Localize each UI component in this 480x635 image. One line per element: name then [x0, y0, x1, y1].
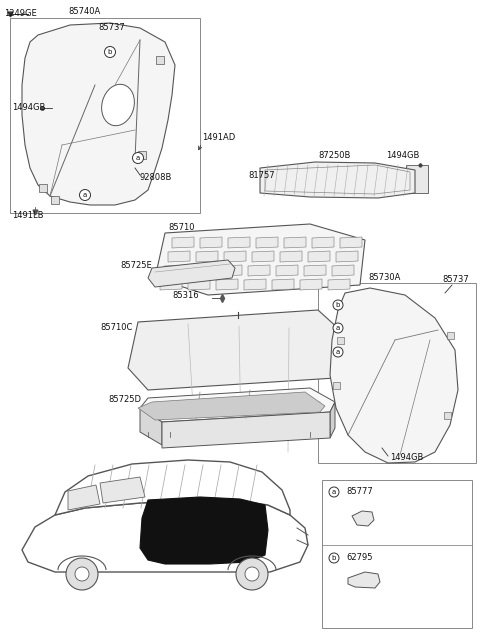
- Polygon shape: [216, 279, 238, 290]
- Text: 92808B: 92808B: [140, 173, 172, 182]
- Text: 85725E: 85725E: [120, 260, 152, 269]
- Text: 62795: 62795: [346, 554, 372, 563]
- Bar: [39, 184, 47, 192]
- Polygon shape: [188, 279, 210, 290]
- Polygon shape: [22, 500, 308, 572]
- Circle shape: [333, 347, 343, 357]
- Polygon shape: [148, 260, 235, 287]
- Text: a: a: [83, 192, 87, 198]
- Polygon shape: [280, 251, 302, 262]
- Circle shape: [329, 553, 339, 563]
- Bar: [444, 412, 451, 419]
- Circle shape: [329, 487, 339, 497]
- Polygon shape: [300, 279, 322, 290]
- Polygon shape: [164, 265, 186, 276]
- Polygon shape: [312, 237, 334, 248]
- Text: 87250B: 87250B: [318, 150, 350, 159]
- Polygon shape: [68, 485, 100, 510]
- Polygon shape: [160, 279, 182, 290]
- Polygon shape: [22, 23, 175, 205]
- Circle shape: [132, 152, 144, 163]
- Bar: [447, 332, 454, 339]
- Polygon shape: [328, 279, 350, 290]
- Polygon shape: [272, 279, 294, 290]
- Text: a: a: [336, 325, 340, 331]
- Polygon shape: [200, 237, 222, 248]
- Polygon shape: [256, 237, 278, 248]
- Bar: [51, 196, 59, 204]
- Polygon shape: [140, 408, 162, 445]
- Polygon shape: [308, 251, 330, 262]
- Polygon shape: [100, 477, 145, 503]
- Polygon shape: [348, 572, 380, 588]
- Polygon shape: [140, 497, 268, 564]
- Polygon shape: [352, 511, 374, 526]
- Polygon shape: [138, 392, 325, 420]
- Circle shape: [105, 46, 116, 58]
- Text: 85710: 85710: [168, 224, 194, 232]
- Text: 85777: 85777: [346, 488, 373, 497]
- Polygon shape: [330, 402, 335, 438]
- Text: 85730A: 85730A: [368, 272, 400, 281]
- Bar: [322, 480, 472, 628]
- Circle shape: [66, 558, 98, 590]
- Text: b: b: [108, 49, 112, 55]
- Polygon shape: [172, 237, 194, 248]
- Circle shape: [236, 558, 268, 590]
- Polygon shape: [220, 265, 242, 276]
- Text: 85710C: 85710C: [100, 323, 132, 333]
- Polygon shape: [224, 251, 246, 262]
- Polygon shape: [155, 224, 365, 295]
- Polygon shape: [332, 265, 354, 276]
- Ellipse shape: [102, 84, 134, 126]
- Text: a: a: [336, 349, 340, 355]
- Text: 1494GB: 1494GB: [12, 104, 46, 112]
- Bar: [138, 151, 146, 159]
- Polygon shape: [192, 265, 214, 276]
- Polygon shape: [276, 265, 298, 276]
- Polygon shape: [260, 162, 415, 198]
- Circle shape: [333, 300, 343, 310]
- Text: a: a: [332, 489, 336, 495]
- Polygon shape: [55, 460, 290, 515]
- Polygon shape: [244, 279, 266, 290]
- Polygon shape: [128, 310, 340, 390]
- Polygon shape: [284, 237, 306, 248]
- Text: 1494GB: 1494GB: [386, 150, 420, 159]
- Circle shape: [80, 189, 91, 201]
- Text: 1494GB: 1494GB: [390, 453, 423, 462]
- Bar: [333, 382, 340, 389]
- Bar: [10, 18, 200, 213]
- Bar: [156, 56, 164, 64]
- Polygon shape: [140, 388, 335, 422]
- Polygon shape: [304, 265, 326, 276]
- Polygon shape: [330, 288, 458, 463]
- Text: 81757: 81757: [248, 171, 275, 180]
- Text: b: b: [336, 302, 340, 308]
- Text: 1249GE: 1249GE: [4, 10, 37, 18]
- Text: 85737: 85737: [442, 276, 469, 284]
- Polygon shape: [336, 251, 358, 262]
- Polygon shape: [162, 412, 330, 448]
- Polygon shape: [168, 251, 190, 262]
- Polygon shape: [248, 265, 270, 276]
- Polygon shape: [196, 251, 218, 262]
- Circle shape: [245, 567, 259, 581]
- Text: 1491AD: 1491AD: [202, 133, 235, 142]
- Bar: [318, 283, 476, 463]
- Bar: [337, 337, 344, 344]
- Bar: [406, 165, 428, 193]
- Text: 85316: 85316: [172, 290, 199, 300]
- Text: a: a: [136, 155, 140, 161]
- Text: 85740A: 85740A: [68, 8, 100, 17]
- Text: 85737: 85737: [98, 23, 125, 32]
- Circle shape: [75, 567, 89, 581]
- Text: 1491LB: 1491LB: [12, 210, 44, 220]
- Circle shape: [333, 323, 343, 333]
- Text: b: b: [332, 555, 336, 561]
- Polygon shape: [340, 237, 362, 248]
- Polygon shape: [252, 251, 274, 262]
- Text: 85725D: 85725D: [108, 396, 141, 404]
- Polygon shape: [228, 237, 250, 248]
